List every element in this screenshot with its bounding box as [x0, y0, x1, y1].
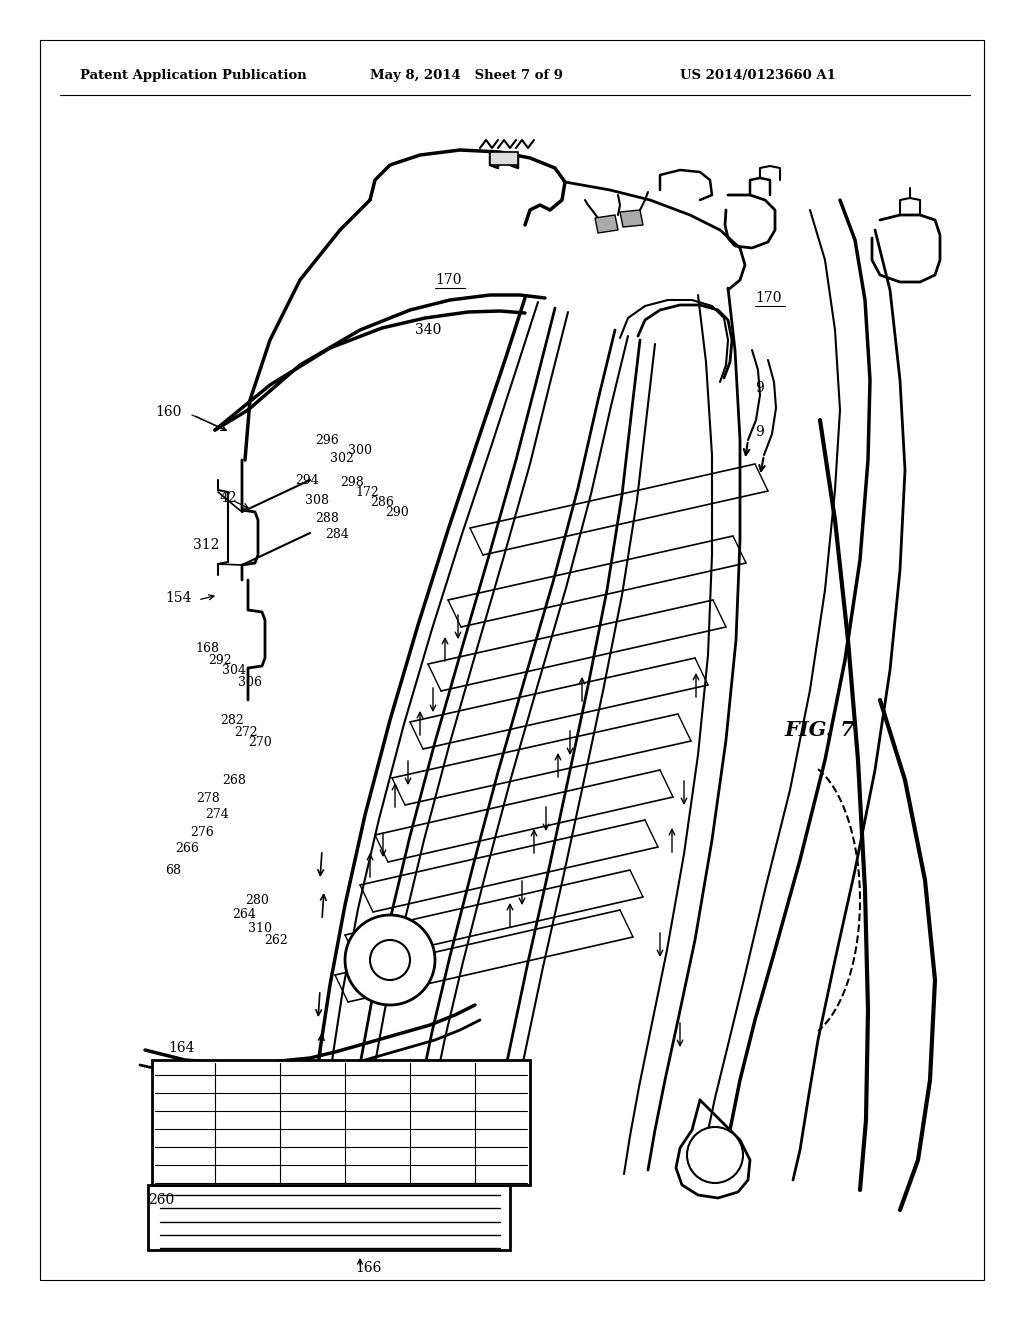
Polygon shape — [595, 215, 618, 234]
Text: 340: 340 — [415, 323, 441, 337]
Circle shape — [370, 940, 410, 979]
Polygon shape — [152, 1060, 530, 1185]
Polygon shape — [490, 152, 518, 165]
Text: 272: 272 — [234, 726, 258, 738]
Text: US 2014/0123660 A1: US 2014/0123660 A1 — [680, 69, 836, 82]
Text: 288: 288 — [315, 511, 339, 524]
Text: 9: 9 — [755, 381, 764, 395]
Text: 308: 308 — [305, 494, 329, 507]
Polygon shape — [620, 210, 643, 227]
Circle shape — [687, 1127, 743, 1183]
Text: 170: 170 — [435, 273, 462, 286]
Text: 278: 278 — [196, 792, 220, 804]
Text: FIG. 7: FIG. 7 — [784, 719, 855, 741]
Text: 9: 9 — [755, 425, 764, 440]
Text: 282: 282 — [220, 714, 244, 726]
Text: 300: 300 — [348, 444, 372, 457]
Text: 170: 170 — [755, 290, 781, 305]
Text: 266: 266 — [175, 842, 199, 854]
Text: 312: 312 — [193, 539, 219, 552]
Text: 302: 302 — [330, 451, 354, 465]
Text: 68: 68 — [165, 863, 181, 876]
Text: 168: 168 — [195, 642, 219, 655]
Polygon shape — [148, 1185, 510, 1250]
Text: 160: 160 — [155, 405, 181, 418]
Circle shape — [345, 915, 435, 1005]
Text: 310: 310 — [248, 921, 272, 935]
Text: 280: 280 — [245, 894, 269, 907]
Text: 292: 292 — [208, 653, 231, 667]
Text: 262: 262 — [264, 933, 288, 946]
Text: 264: 264 — [232, 908, 256, 921]
Text: 154: 154 — [165, 591, 191, 605]
Text: 270: 270 — [248, 735, 271, 748]
Text: 286: 286 — [370, 495, 394, 508]
Text: 290: 290 — [385, 506, 409, 519]
Text: Patent Application Publication: Patent Application Publication — [80, 69, 307, 82]
Text: 166: 166 — [355, 1261, 381, 1275]
Text: 304: 304 — [222, 664, 246, 677]
Text: 294: 294 — [295, 474, 318, 487]
Text: 298: 298 — [340, 475, 364, 488]
Text: 268: 268 — [222, 774, 246, 787]
Text: 306: 306 — [238, 676, 262, 689]
Text: 164: 164 — [168, 1041, 195, 1055]
Text: 276: 276 — [190, 825, 214, 838]
Text: 284: 284 — [325, 528, 349, 541]
Text: 274: 274 — [205, 808, 228, 821]
Text: 172: 172 — [355, 486, 379, 499]
Text: May 8, 2014   Sheet 7 of 9: May 8, 2014 Sheet 7 of 9 — [370, 69, 563, 82]
Text: 42: 42 — [220, 491, 238, 506]
Text: 296: 296 — [315, 433, 339, 446]
Text: 260: 260 — [148, 1193, 174, 1206]
